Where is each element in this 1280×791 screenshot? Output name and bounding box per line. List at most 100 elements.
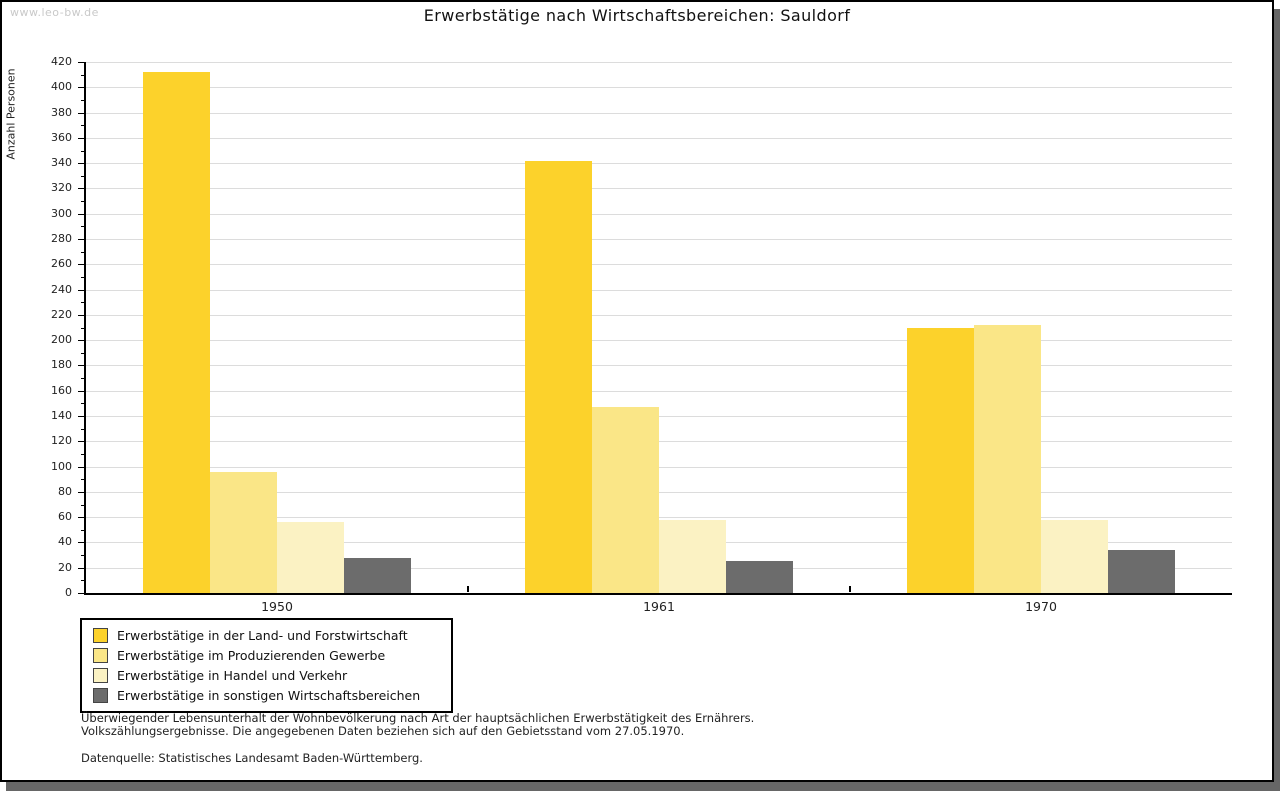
legend-item: Erwerbstätige im Produzierenden Gewerbe bbox=[82, 645, 451, 665]
y-axis-tick bbox=[81, 99, 85, 101]
gridline bbox=[86, 239, 1232, 240]
y-axis-line bbox=[84, 62, 86, 595]
bar-1950-series2 bbox=[210, 471, 277, 593]
y-axis-tick-label: 0 bbox=[65, 586, 72, 599]
y-axis-tick bbox=[78, 466, 85, 468]
bar-1950-series3 bbox=[277, 522, 344, 593]
y-axis-tick bbox=[78, 340, 85, 342]
plot-area bbox=[86, 62, 1232, 593]
gridline bbox=[86, 416, 1232, 417]
footer-note-line1: Überwiegender Lebensunterhalt der Wohnbe… bbox=[81, 711, 755, 725]
y-axis-tick-label: 120 bbox=[51, 434, 72, 448]
y-axis-tick bbox=[78, 441, 85, 443]
gridline bbox=[86, 340, 1232, 342]
y-axis-tick bbox=[81, 150, 85, 152]
legend: Erwerbstätige in der Land- und Forstwirt… bbox=[80, 618, 453, 713]
y-axis-tick bbox=[81, 302, 85, 304]
y-axis-tick-label: 40 bbox=[58, 535, 72, 549]
legend-label: Erwerbstätige in Handel und Verkehr bbox=[117, 667, 348, 683]
y-axis-tick bbox=[81, 74, 85, 76]
y-axis-tick bbox=[78, 112, 85, 114]
legend-item: Erwerbstätige in Handel und Verkehr bbox=[82, 665, 451, 685]
y-axis-tick bbox=[78, 163, 85, 165]
bar-1970-series1 bbox=[907, 327, 974, 593]
y-axis-tick-label: 60 bbox=[58, 510, 72, 524]
legend-item: Erwerbstätige in sonstigen Wirtschaftsbe… bbox=[82, 685, 451, 705]
gridline bbox=[86, 466, 1232, 468]
gridline bbox=[86, 213, 1232, 215]
y-axis-tick bbox=[78, 567, 85, 569]
y-axis-tick bbox=[81, 125, 85, 127]
gridline bbox=[86, 517, 1232, 519]
y-axis-tick bbox=[81, 276, 85, 278]
y-axis-tick bbox=[78, 87, 85, 89]
y-axis-tick bbox=[81, 226, 85, 228]
gridline bbox=[86, 264, 1232, 266]
y-axis-tick bbox=[78, 542, 85, 544]
y-axis-tick-label: 180 bbox=[51, 358, 72, 372]
y-axis-tick bbox=[78, 517, 85, 519]
y-axis-tick-label: 320 bbox=[51, 181, 72, 195]
legend-label: Erwerbstätige in der Land- und Forstwirt… bbox=[117, 627, 408, 643]
y-axis-tick bbox=[81, 504, 85, 506]
y-axis-tick bbox=[78, 314, 85, 316]
bar-1961-series3 bbox=[659, 519, 726, 593]
legend-swatch bbox=[93, 647, 108, 663]
y-axis-tick bbox=[78, 593, 85, 594]
y-axis-tick-label: 80 bbox=[58, 484, 72, 498]
y-axis-tick-label: 200 bbox=[51, 333, 72, 347]
y-axis-tick bbox=[81, 428, 85, 430]
x-axis-tick bbox=[849, 586, 851, 592]
bar-1950-series1 bbox=[143, 72, 210, 593]
gridline bbox=[86, 163, 1232, 165]
legend-swatch bbox=[93, 687, 108, 703]
legend-swatch bbox=[93, 667, 108, 683]
legend-label: Erwerbstätige in sonstigen Wirtschaftsbe… bbox=[117, 687, 421, 703]
gridline bbox=[86, 87, 1232, 89]
x-axis-tick bbox=[467, 586, 469, 592]
gridline bbox=[86, 491, 1232, 493]
gridline bbox=[86, 188, 1232, 190]
gridline bbox=[86, 62, 1232, 63]
gridline bbox=[86, 137, 1232, 139]
y-axis-tick-label: 20 bbox=[58, 560, 72, 574]
footer-note-line2: Volkszählungsergebnisse. Die angegebenen… bbox=[81, 724, 685, 738]
bar-1970-series2 bbox=[974, 324, 1041, 593]
y-axis-tick bbox=[81, 453, 85, 455]
gridline bbox=[86, 289, 1232, 291]
y-axis-tick bbox=[81, 251, 85, 253]
y-axis-tick-label: 220 bbox=[51, 307, 72, 321]
legend-swatch bbox=[93, 627, 108, 643]
x-axis-label: 1970 bbox=[1025, 599, 1057, 614]
y-axis-tick-label: 280 bbox=[51, 232, 72, 245]
y-axis-tick bbox=[78, 365, 85, 367]
gridline bbox=[86, 390, 1232, 392]
footer-source: Datenquelle: Statistisches Landesamt Bad… bbox=[81, 751, 423, 765]
y-axis-tick-label: 240 bbox=[51, 282, 72, 296]
y-axis-tick bbox=[81, 580, 85, 582]
bar-1961-series2 bbox=[592, 407, 659, 593]
bar-1970-series4 bbox=[1108, 550, 1175, 593]
y-axis-tick-label: 340 bbox=[51, 156, 72, 170]
y-axis-tick-label: 380 bbox=[51, 105, 72, 119]
y-axis-tick-label: 160 bbox=[51, 383, 72, 397]
legend-label: Erwerbstätige im Produzierenden Gewerbe bbox=[117, 647, 386, 663]
y-axis-tick bbox=[78, 213, 85, 215]
y-axis-tick bbox=[81, 403, 85, 405]
y-axis-tick bbox=[78, 62, 85, 63]
chart-title: Erwerbstätige nach Wirtschaftsbereichen:… bbox=[423, 6, 851, 25]
y-axis-tick bbox=[78, 416, 85, 417]
bar-1950-series4 bbox=[344, 557, 411, 593]
y-axis-tick bbox=[81, 175, 85, 177]
y-axis-tick bbox=[78, 390, 85, 392]
gridline bbox=[86, 314, 1232, 316]
legend-item: Erwerbstätige in der Land- und Forstwirt… bbox=[82, 625, 451, 645]
y-axis-tick-label: 260 bbox=[51, 257, 72, 271]
y-axis-tick bbox=[81, 201, 85, 203]
y-axis-tick-label: 400 bbox=[51, 80, 72, 94]
y-axis-tick bbox=[81, 555, 85, 557]
y-axis-tick bbox=[78, 264, 85, 266]
y-axis-title: Anzahl Personen bbox=[4, 68, 18, 160]
y-axis-tick bbox=[78, 188, 85, 190]
